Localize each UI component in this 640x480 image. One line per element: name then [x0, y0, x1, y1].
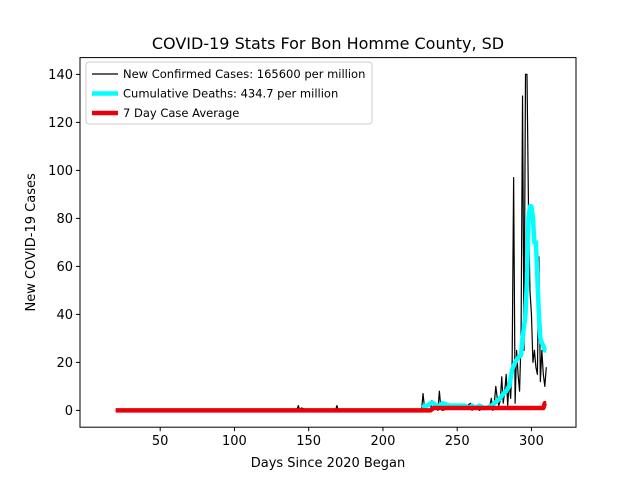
- y-tick-label-4: 80: [56, 212, 73, 227]
- legend: New Confirmed Cases: 165600 per million C…: [85, 61, 373, 125]
- y-tick-label-7: 140: [48, 68, 73, 83]
- y-tick-label-5: 100: [48, 164, 73, 179]
- axes: 50 100 150 200 250 300 0 20 40 60 80 100 120 140: [48, 68, 544, 449]
- y-axis-label: New COVID-19 Cases: [24, 173, 39, 311]
- x-tick-label-0: 50: [152, 434, 169, 449]
- y-tick-label-3: 60: [56, 260, 73, 275]
- y-tick-label-1: 20: [56, 356, 73, 371]
- series-line-2: [115, 400, 548, 413]
- y-tick-label-6: 120: [48, 116, 73, 131]
- plot-frame: [79, 57, 577, 428]
- plot-area: [115, 73, 548, 413]
- legend-box: [85, 61, 373, 125]
- x-tick-label-3: 200: [371, 434, 396, 449]
- legend-label-1: Cumulative Deaths: 434.7 per million: [123, 87, 338, 101]
- legend-label-2: 7 Day Case Average: [123, 106, 239, 120]
- y-tick-label-0: 0: [65, 404, 73, 419]
- x-axis-label: Days Since 2020 Began: [251, 456, 406, 471]
- x-tick-label-1: 100: [222, 434, 247, 449]
- legend-label-0: New Confirmed Cases: 165600 per million: [123, 67, 365, 81]
- chart-title: COVID-19 Stats For Bon Homme County, SD: [152, 34, 504, 53]
- y-tick-label-2: 40: [56, 308, 73, 323]
- series-line-1: [421, 204, 548, 411]
- x-tick-label-2: 150: [296, 434, 321, 449]
- x-tick-label-4: 250: [445, 434, 470, 449]
- x-tick-label-5: 300: [519, 434, 544, 449]
